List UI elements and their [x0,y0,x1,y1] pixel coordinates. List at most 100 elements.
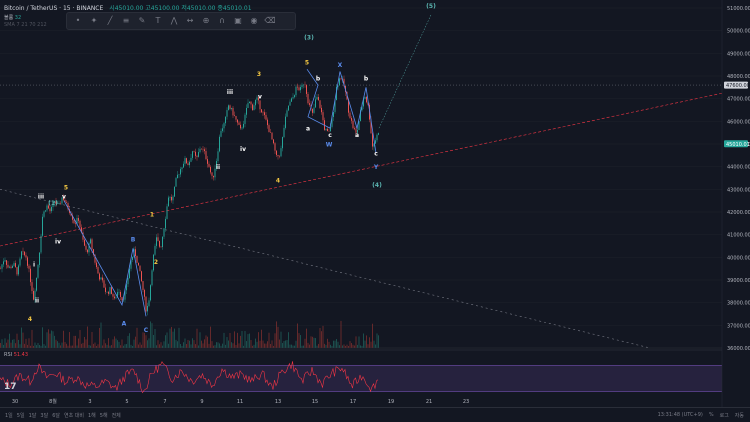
time-tick-label: 23 [463,399,469,405]
symbol-title[interactable]: Bitcoin / TetherUS · 15 · BINANCE [4,5,103,12]
wave-label: v [62,193,66,200]
range-button[interactable]: 1해 [88,412,96,419]
volume-bar [338,342,339,348]
trend-line-icon[interactable]: ╱ [103,15,117,27]
volume-bar [165,335,166,348]
volume-bar [17,334,18,348]
candle [45,210,46,211]
brush-icon[interactable]: ✎ [135,15,149,27]
range-button[interactable]: 연초 대비 [64,412,84,419]
measure-icon[interactable]: ↔ [183,15,197,27]
cursor-icon[interactable]: ✦ [87,15,101,27]
range-button[interactable]: 3달 [40,412,48,419]
candle [101,278,102,280]
candle [12,266,13,268]
volume-bar [351,343,352,348]
volume-bar [20,344,21,348]
volume-bar [65,342,66,348]
zoom-icon[interactable]: ⊕ [199,15,213,27]
range-button[interactable]: 5일 [17,412,25,419]
volume-bar [246,341,247,348]
wave-label: c [374,150,378,157]
volume-legend[interactable]: 볼륨 32 [4,14,21,21]
volume-bar [296,341,297,348]
fib-icon[interactable]: ≡ [119,15,133,27]
candle [191,158,192,162]
rsi-name: RSI [4,352,12,358]
volume-bar [282,343,283,348]
rsi-legend[interactable]: RSI 51.43 [4,352,28,358]
volume-bar [39,345,40,348]
volume-bar [302,346,303,348]
candle [206,151,207,159]
magnet-icon[interactable]: ∩ [215,15,229,27]
sma-legend[interactable]: SMA 7 21 70 212 [4,22,47,28]
range-button[interactable]: 5해 [100,412,108,419]
volume-bar [77,345,78,348]
lock-icon[interactable]: ▣ [231,15,245,27]
candle [269,125,270,132]
trend-lines [0,85,722,348]
eye-icon[interactable]: ◉ [247,15,261,27]
candle [159,241,160,247]
price-tick-label: 47000.00 [727,97,750,103]
candle [210,167,211,173]
range-button[interactable]: 1달 [29,412,37,419]
rsi-value: 51.43 [14,352,28,358]
text-icon[interactable]: T [151,15,165,27]
volume-bar [332,346,333,348]
candle [17,267,18,274]
candle [98,267,99,274]
auto-toggle[interactable]: 자동 [735,412,744,419]
candle [8,265,9,268]
volume-bar [203,343,204,348]
candle [105,288,106,292]
volume-bar [140,342,141,348]
candle [24,252,25,256]
volume-bar [179,328,180,348]
volume-bar [225,345,226,348]
wave-label: b [364,76,369,83]
volume-bar [189,341,190,348]
volume-bar [287,340,288,348]
range-button[interactable]: 6달 [52,412,60,419]
volume-bar [32,330,33,348]
percent-toggle[interactable]: % [709,412,714,419]
pattern-icon[interactable]: ⋀ [167,15,181,27]
candle [189,162,190,165]
volume-bar [207,337,208,348]
candle [122,297,123,300]
trash-icon[interactable]: ⌫ [263,15,277,27]
range-button[interactable]: 전체 [112,412,121,419]
volume-bar [254,345,255,348]
candle [326,129,327,130]
volume-bar [275,333,276,348]
volume-bar [44,344,45,348]
time-tick-label: 21 [426,399,432,405]
volume-bar [341,321,342,348]
volume-bar [137,328,138,348]
volume-bar [171,327,172,348]
volume-bar [344,344,345,348]
volume-bar [222,344,223,348]
volume-bar [363,333,364,348]
candle [314,107,315,112]
range-button[interactable]: 1일 [5,412,13,419]
candle [219,137,220,152]
volume-bars [0,321,379,348]
volume-bar [6,343,7,348]
dot-icon[interactable]: • [71,15,85,27]
candle [41,236,42,253]
log-toggle[interactable]: 로그 [720,412,729,419]
candle [36,278,37,291]
volume-bar [53,331,54,348]
candle [242,128,243,129]
volume-bar [96,346,97,348]
volume-bar [269,333,270,348]
volume-bar [89,345,90,348]
wave-label: iii [38,193,44,200]
volume-bar [108,338,109,348]
candle [195,152,196,156]
candle [183,164,184,168]
